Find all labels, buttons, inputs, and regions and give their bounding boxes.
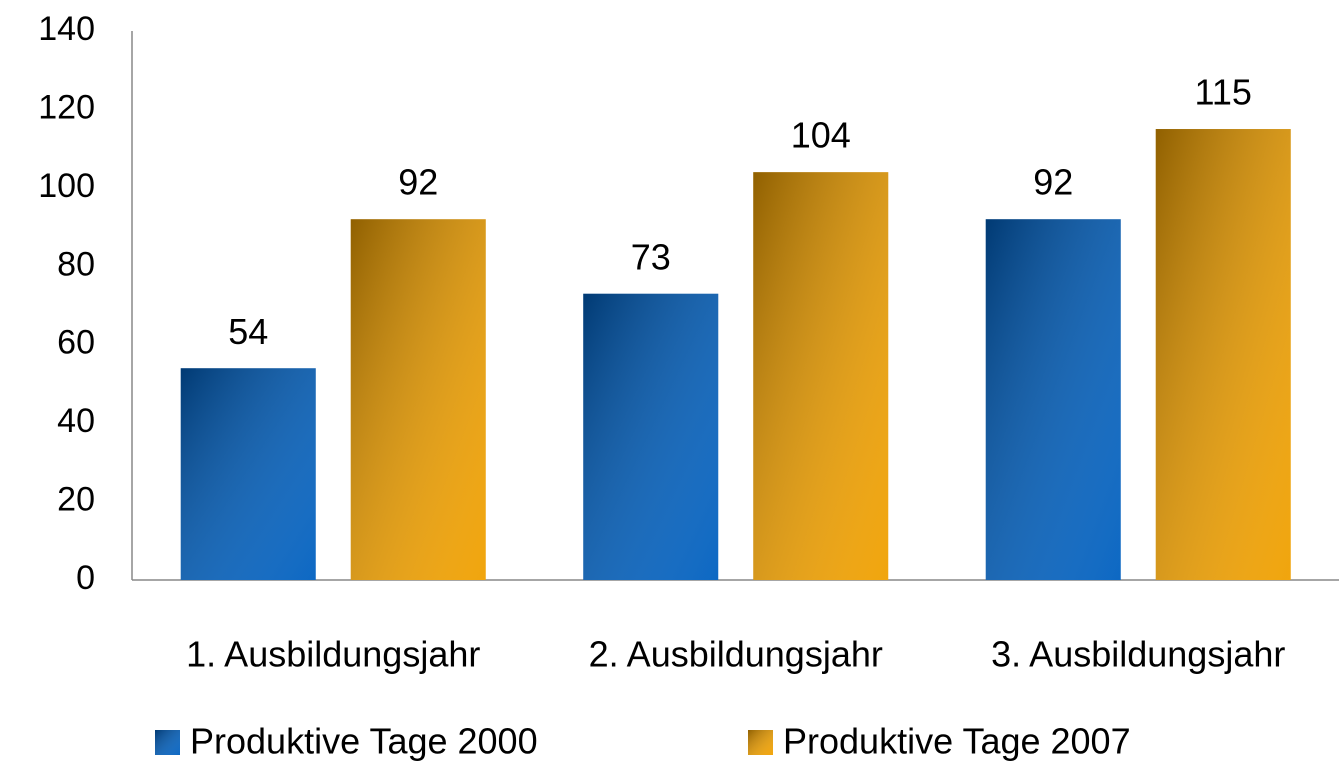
y-tick-label: 60 <box>57 324 95 362</box>
bar-shade <box>350 219 486 580</box>
bar-shade <box>1155 129 1291 581</box>
legend-swatch-shade <box>155 730 180 755</box>
data-label: 54 <box>228 311 268 352</box>
y-tick-label: 100 <box>38 167 95 205</box>
bar-shade <box>753 172 889 580</box>
x-tick-label: 1. Ausbildungsjahr <box>186 634 480 675</box>
legend-swatch-shade <box>748 730 773 755</box>
data-label: 115 <box>1195 72 1252 113</box>
x-tick-label: 3. Ausbildungsjahr <box>991 634 1285 675</box>
legend-label: Produktive Tage 2000 <box>190 721 538 762</box>
x-tick-label: 2. Ausbildungsjahr <box>589 634 883 675</box>
y-tick-label: 120 <box>38 88 95 126</box>
bar-shade <box>985 219 1121 580</box>
bar-shade <box>583 293 719 580</box>
data-label: 73 <box>631 236 671 277</box>
data-label: 104 <box>791 115 851 156</box>
y-tick-label: 20 <box>57 481 95 519</box>
data-label: 92 <box>1033 162 1073 203</box>
y-tick-label: 140 <box>38 10 95 48</box>
data-label: 92 <box>398 162 438 203</box>
y-tick-label: 40 <box>57 402 95 440</box>
y-tick-label: 80 <box>57 245 95 283</box>
legend-label: Produktive Tage 2007 <box>783 721 1131 762</box>
bar-shade <box>180 368 316 580</box>
y-tick-label: 0 <box>76 559 95 597</box>
